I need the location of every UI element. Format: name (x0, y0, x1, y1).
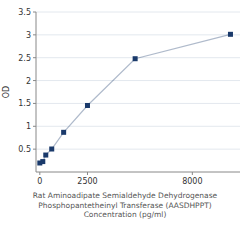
y-tick-label: 1 (26, 122, 31, 131)
y-tick-label: 3.5 (18, 8, 31, 17)
y-axis-label: OD (2, 86, 11, 98)
data-line (40, 34, 231, 163)
grid-line (36, 149, 240, 150)
data-point (61, 130, 66, 135)
grid-line (36, 103, 240, 104)
data-point (40, 159, 45, 164)
x-axis-label-line: Rat Aminoadipate Semialdehyde Dehydrogen… (33, 191, 218, 200)
x-tick-label: 0 (37, 177, 42, 186)
y-tick-label: 2 (26, 77, 31, 86)
y-tick-label: 0.5 (18, 145, 31, 154)
data-point (85, 103, 90, 108)
x-axis-label: Rat Aminoadipate Semialdehyde Dehydrogen… (33, 191, 218, 219)
grid-line (36, 34, 240, 35)
x-axis (36, 172, 240, 173)
x-tick-label: 2500 (77, 177, 97, 186)
grid-line (36, 80, 240, 81)
data-point (133, 56, 138, 61)
grid-line (36, 12, 240, 13)
x-axis-label-line: Concentration (pg/ml) (84, 210, 167, 219)
y-tick-label: 1.5 (18, 99, 31, 108)
grid-line (36, 126, 240, 127)
data-point (43, 153, 48, 158)
plot-area (37, 32, 233, 166)
y-axis (36, 12, 37, 172)
y-tick-label: 3 (26, 31, 31, 40)
y-tick-label: 2.5 (18, 54, 31, 63)
x-tick-label: 8000 (182, 177, 202, 186)
chart: 0.5 1 1.5 2 2.5 3 3.5 0 2500 8000 OD Rat Aminoadipa… (0, 0, 250, 250)
data-point (49, 147, 54, 152)
x-axis-label-line: Phosphopantetheinyl Transferase (AASDHPP… (38, 201, 211, 210)
data-point (228, 32, 233, 37)
